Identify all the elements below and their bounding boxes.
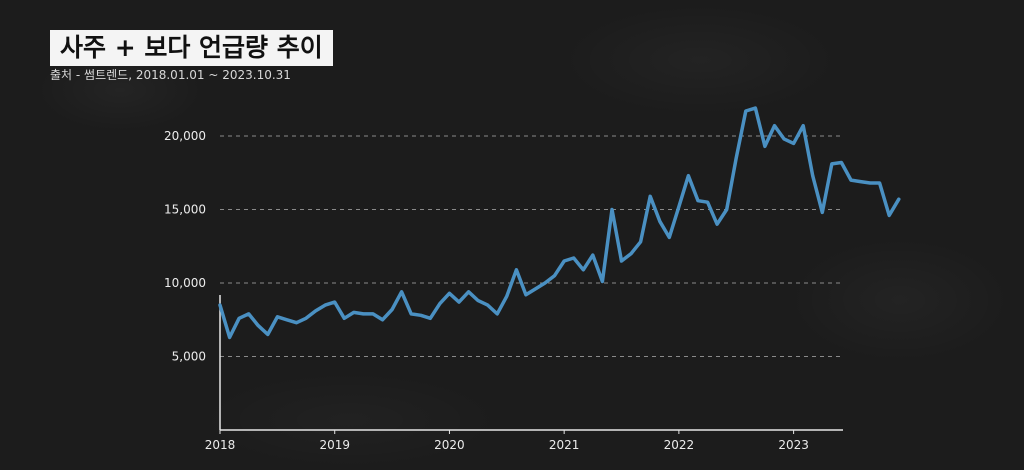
axis-layer xyxy=(219,295,843,434)
y-tick-label: 5,000 xyxy=(172,350,206,364)
y-tick-label: 15,000 xyxy=(164,203,206,217)
label-layer: 5,000 10,000 15,000 20,000 2018 2019 2020 2021 2… xyxy=(164,129,809,452)
chart-title: 사주 + 보다 언급량 추이 xyxy=(50,30,333,66)
series-line xyxy=(218,106,901,340)
y-tick-label: 20,000 xyxy=(164,129,206,143)
x-tick-label: 2019 xyxy=(319,438,350,452)
x-tick-label: 2021 xyxy=(549,438,580,452)
y-tick-label: 10,000 xyxy=(164,276,206,290)
x-tick-label: 2018 xyxy=(205,438,236,452)
grid-layer xyxy=(220,135,843,357)
x-tick-label: 2020 xyxy=(434,438,465,452)
x-tick-label: 2023 xyxy=(778,438,809,452)
series-layer xyxy=(218,106,901,340)
x-tick-label: 2022 xyxy=(664,438,695,452)
chart-subtitle: 출처 - 썸트렌드, 2018.01.01 ~ 2023.10.31 xyxy=(50,68,291,82)
